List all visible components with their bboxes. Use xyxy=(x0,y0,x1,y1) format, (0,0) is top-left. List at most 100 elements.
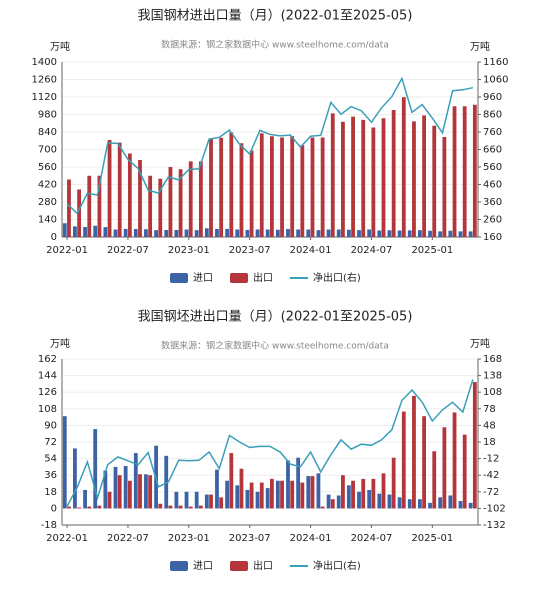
bar xyxy=(188,506,193,509)
bar xyxy=(93,429,98,509)
y2-tick-label: 260 xyxy=(483,215,502,226)
bar xyxy=(174,230,179,237)
y-tick-label: 280 xyxy=(38,197,57,208)
bar xyxy=(306,229,311,237)
bar xyxy=(330,113,335,237)
bar xyxy=(113,229,118,237)
bar xyxy=(174,491,179,509)
y-tick-label: 980 xyxy=(38,110,57,121)
bar xyxy=(73,226,77,237)
bar xyxy=(391,110,396,237)
y-tick-label: 18 xyxy=(44,487,57,498)
bar xyxy=(462,106,467,237)
chart-title: 我国钢坯进出口量（月）(2022-01至2025-05) xyxy=(138,310,413,325)
y2-tick-label: -132 xyxy=(483,520,506,531)
bar xyxy=(381,473,386,509)
bar xyxy=(117,142,122,237)
bar xyxy=(300,482,305,509)
x-tick-label: 2022-01 xyxy=(46,245,88,256)
bar xyxy=(148,475,153,509)
legend-swatch xyxy=(170,273,188,283)
y2-tick-label: 48 xyxy=(483,420,496,431)
bar xyxy=(265,229,270,237)
y2-tick-label: 960 xyxy=(483,92,502,103)
y-tick-label: 140 xyxy=(38,215,57,226)
bar xyxy=(235,229,240,237)
bar xyxy=(259,482,264,509)
bar xyxy=(62,223,67,237)
x-tick-label: 2023-07 xyxy=(229,245,271,256)
y-tick-label: 72 xyxy=(44,437,57,448)
bar xyxy=(401,97,406,237)
y-tick-label: 0 xyxy=(51,232,57,243)
bar xyxy=(346,229,351,237)
x-tick-label: 2023-01 xyxy=(168,245,210,256)
bar xyxy=(377,493,382,509)
y2-tick-label: 660 xyxy=(483,145,502,156)
bar xyxy=(468,502,473,509)
bar xyxy=(123,465,128,509)
bar xyxy=(245,489,250,509)
y-tick-label: 54 xyxy=(44,454,57,465)
bar xyxy=(391,457,396,509)
bar xyxy=(407,499,412,509)
bar xyxy=(133,229,138,237)
bar xyxy=(397,497,402,509)
bar xyxy=(448,230,453,237)
chart-title: 我国钢材进出口量（月）(2022-01至2025-05) xyxy=(138,9,413,24)
bar xyxy=(194,491,199,509)
x-tick-label: 2023-01 xyxy=(168,533,210,544)
bar xyxy=(249,150,254,237)
bar xyxy=(472,104,477,237)
legend-label: 净出口(右) xyxy=(313,559,361,572)
bar xyxy=(280,137,284,237)
x-tick-label: 2024-07 xyxy=(351,245,393,256)
bar xyxy=(270,478,274,509)
y2-tick-label: 760 xyxy=(483,127,502,138)
x-tick-label: 2023-07 xyxy=(229,533,271,544)
y-tick-label: 1260 xyxy=(32,75,57,86)
y-tick-label: 144 xyxy=(38,371,57,382)
x-tick-label: 2022-07 xyxy=(107,533,149,544)
bar xyxy=(472,382,477,509)
bar xyxy=(286,229,290,237)
y2-tick-label: -102 xyxy=(483,503,506,514)
bar xyxy=(215,229,219,237)
legend-label: 进口 xyxy=(193,272,213,284)
bar xyxy=(188,161,193,237)
bar xyxy=(204,228,209,237)
bar xyxy=(148,175,153,237)
y-tick-label: 90 xyxy=(44,420,57,431)
bar xyxy=(452,412,457,509)
bar xyxy=(198,161,203,237)
legend-label: 出口 xyxy=(253,271,273,284)
bar xyxy=(361,119,366,237)
bar xyxy=(361,478,366,509)
bar xyxy=(296,229,301,237)
y-tick-label: 560 xyxy=(38,162,57,173)
bar xyxy=(371,478,376,509)
bar xyxy=(357,230,361,237)
bar xyxy=(113,466,118,509)
bar xyxy=(280,480,284,509)
bar xyxy=(442,137,447,237)
y-tick-label: 840 xyxy=(38,127,57,138)
bar xyxy=(194,230,199,237)
bar xyxy=(448,495,453,509)
bar xyxy=(275,480,280,509)
bar xyxy=(326,494,331,509)
bar xyxy=(209,494,213,509)
bar xyxy=(387,494,392,509)
bar xyxy=(235,485,240,509)
chart-subtitle: 数据来源：钢之家数据中心 www.steelhome.com/data xyxy=(161,340,389,352)
y2-tick-label: 78 xyxy=(483,404,496,415)
bar xyxy=(417,499,422,509)
bar xyxy=(367,229,372,237)
bar xyxy=(83,489,87,509)
bar xyxy=(209,138,213,237)
bar xyxy=(432,451,437,509)
bar xyxy=(336,495,341,509)
bar xyxy=(428,230,432,237)
bar xyxy=(265,488,270,509)
